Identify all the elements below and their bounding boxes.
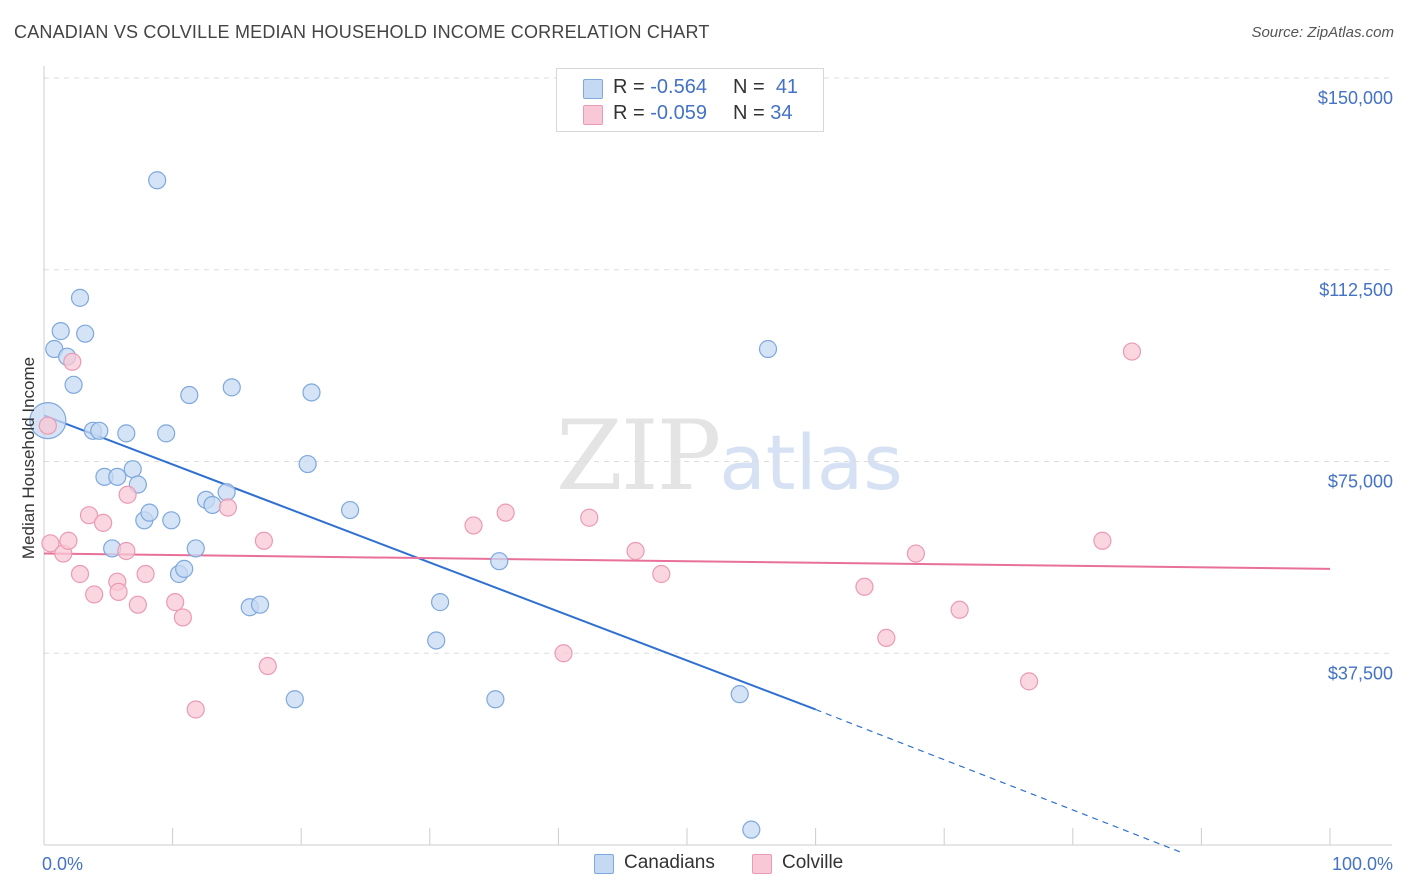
canadians-point	[186, 539, 205, 558]
canadians-point	[203, 495, 222, 515]
canadians-point	[64, 375, 83, 394]
colville-point	[41, 534, 60, 553]
stats-legend: R = -0.564 N = 41 R = -0.059 N = 34	[556, 68, 824, 132]
canadians-point	[175, 559, 194, 578]
legend-n-value: 34	[770, 102, 793, 124]
trendline-colville	[43, 552, 1331, 570]
y-tick-label: $150,000	[1318, 88, 1393, 108]
colville-point	[877, 628, 896, 648]
legend-r-label: R =	[613, 102, 645, 124]
canadians-point	[180, 385, 199, 405]
watermark: ZIPatlas	[556, 400, 903, 512]
colville-point	[258, 656, 277, 676]
colville-point	[580, 508, 599, 527]
source-credit: Source: ZipAtlas.com	[1251, 24, 1394, 41]
canadians-point	[250, 595, 270, 614]
canadians-point	[430, 593, 450, 612]
y-tick-label: $75,000	[1328, 472, 1393, 492]
canadians-point	[148, 171, 167, 190]
canadians-point	[76, 324, 95, 343]
legend-swatch-pink	[583, 105, 603, 125]
canadians-point	[157, 424, 176, 443]
legend-r-label: R =	[613, 76, 645, 98]
chart-title: CANADIAN VS COLVILLE MEDIAN HOUSEHOLD IN…	[14, 22, 710, 42]
canadians-point	[730, 685, 749, 704]
colville-point	[166, 593, 185, 612]
colville-point	[855, 577, 874, 596]
legend-label-canadians: Canadians	[624, 852, 715, 873]
legend-r-value: -0.564	[650, 76, 707, 98]
canadians-point	[123, 460, 142, 479]
data-points	[29, 171, 1142, 839]
colville-point	[906, 544, 926, 563]
colville-point	[254, 531, 274, 550]
colville-point	[186, 700, 205, 719]
legend-r-value: -0.059	[650, 102, 707, 124]
watermark-zip: ZIP	[556, 400, 721, 512]
canadians-point	[758, 339, 778, 359]
colville-point	[109, 582, 128, 601]
trendline-canadians-extension	[815, 708, 1183, 854]
x-tick-label: 0.0%	[42, 854, 83, 874]
legend-swatch-canadians	[594, 854, 614, 874]
legend-n-value: 41	[775, 76, 799, 98]
canadians-point	[117, 424, 136, 443]
colville-point	[128, 595, 147, 614]
trendline-canadians	[43, 414, 816, 711]
watermark-atlas: atlas	[719, 418, 903, 507]
colville-point	[94, 513, 113, 532]
colville-point	[136, 564, 155, 584]
canadians-point	[222, 378, 241, 397]
y-tick-label: $37,500	[1328, 663, 1393, 683]
canadians-point	[108, 467, 127, 486]
trendlines	[43, 414, 1331, 854]
colville-point	[63, 352, 82, 371]
axes	[43, 66, 1392, 846]
legend-swatch-blue	[583, 79, 603, 99]
colville-point	[38, 416, 57, 435]
colville-point	[1019, 672, 1039, 691]
colville-point	[1122, 342, 1142, 361]
colville-point	[464, 516, 483, 535]
colville-point	[70, 564, 90, 584]
colville-point	[79, 506, 99, 525]
canadians-point	[140, 503, 159, 522]
canadians-point	[162, 511, 181, 530]
canadians-point	[486, 690, 505, 709]
x-tick-label: 100.0%	[1332, 854, 1393, 874]
canadians-point	[70, 288, 90, 307]
canadians-point	[90, 421, 109, 440]
y-tick-label: $112,500	[1319, 280, 1393, 300]
axis-labels: $37,500 $75,000 $112,500 $150,000 0.0% 100.0%…	[19, 88, 1393, 874]
canadians-point	[742, 820, 761, 839]
y-axis-title: Median Household Income	[19, 357, 38, 559]
colville-point	[218, 498, 237, 517]
colville-point	[496, 503, 515, 522]
canadians-point	[285, 690, 304, 709]
canadians-point	[51, 322, 70, 341]
legend-n-label: N =	[733, 102, 765, 124]
colville-point	[652, 564, 671, 584]
legend-n-label: N =	[733, 76, 765, 98]
canadians-point	[427, 631, 446, 650]
colville-point	[554, 644, 573, 663]
colville-point	[85, 585, 104, 604]
canadians-point	[340, 500, 360, 520]
legend-label-colville: Colville	[782, 852, 844, 873]
colville-point	[118, 485, 137, 504]
colville-point	[173, 608, 192, 627]
colville-point	[117, 541, 136, 561]
canadians-point	[302, 383, 321, 402]
colville-point	[950, 600, 969, 619]
canadians-point	[490, 552, 509, 571]
canadians-point	[217, 483, 236, 502]
colville-point	[59, 531, 78, 550]
colville-point	[1093, 531, 1112, 550]
colville-point	[626, 541, 645, 561]
canadians-point	[298, 454, 317, 474]
legend-swatch-colville	[752, 854, 772, 874]
